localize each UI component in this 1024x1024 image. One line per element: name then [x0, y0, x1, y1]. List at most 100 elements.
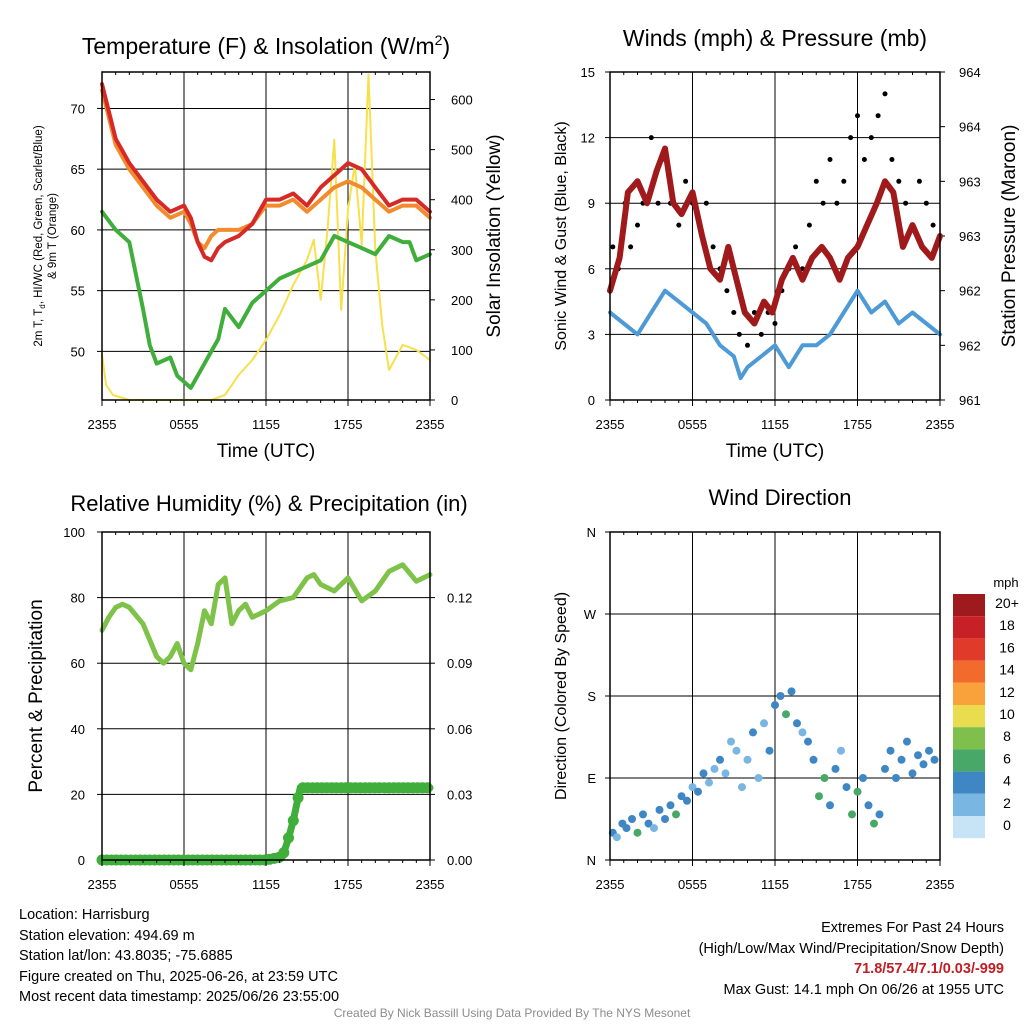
y-right-tick-label: 963 [959, 174, 981, 189]
legend-swatch [953, 594, 985, 617]
gust-point [745, 342, 750, 348]
chart-title: Winds (mph) & Pressure (mb) [623, 25, 927, 51]
extremes-box: Extremes For Past 24 Hours (High/Low/Max… [699, 918, 1004, 1000]
gust-point [648, 135, 654, 141]
gust-point [861, 157, 867, 162]
gust-point [875, 113, 881, 119]
y-right-tick-label: 0.12 [447, 591, 472, 606]
y-tick-label: 65 [71, 162, 85, 177]
y-tick-label: 3 [588, 327, 595, 342]
precip-point [292, 792, 304, 804]
gust-point [889, 157, 895, 162]
wind-direction-point [870, 819, 878, 828]
legend-swatch [953, 727, 985, 750]
x-tick-label: 2355 [88, 417, 117, 432]
y-tick-label: W [584, 607, 597, 622]
legend-swatch [953, 638, 985, 661]
gust-point [848, 135, 854, 141]
y-tick-label: 40 [71, 722, 85, 737]
station-info: Location: Harrisburg Station elevation: … [19, 905, 339, 1008]
wind-direction-point [886, 746, 895, 755]
x-tick-label: 1155 [252, 417, 280, 432]
y-right-tick-label: 0 [451, 393, 458, 408]
y-tick-label: 6 [588, 262, 595, 277]
x-tick-label: 1755 [334, 877, 363, 892]
wind-direction-point [919, 760, 928, 769]
wind-direction-point [661, 815, 669, 823]
y-tick-label: 0 [78, 853, 85, 868]
wind-direction-point [655, 805, 664, 814]
gust-point [724, 288, 730, 294]
gust-point [758, 331, 764, 337]
legend-swatch [953, 682, 985, 705]
chart-title: Temperature (F) & Insolation (W/m2) [82, 32, 450, 59]
x-axis-label: Time (UTC) [217, 441, 316, 462]
chart-title: Relative Humidity (%) & Precipitation (i… [70, 491, 467, 516]
wind-direction-point [633, 828, 642, 837]
y-right-tick-label: 963 [959, 229, 981, 244]
precip-point [421, 782, 433, 794]
y-tick-label: 9 [588, 196, 595, 211]
legend-label: 20+ [995, 595, 1019, 611]
max-gust: Max Gust: 14.1 mph On 06/26 at 1955 UTC [723, 981, 1004, 998]
x-tick-label: 2355 [416, 877, 445, 892]
y-right-tick-label: 100 [451, 343, 473, 358]
wind-direction-point [859, 774, 867, 782]
gust-point [736, 331, 742, 337]
x-tick-label: 2355 [596, 877, 625, 892]
extremes-title: Extremes For Past 24 Hours [821, 920, 1004, 936]
gust-point [868, 135, 874, 141]
wind-direction-point [853, 787, 862, 796]
wind-direction-point [815, 792, 823, 801]
x-axis-label: Time (UTC) [726, 441, 825, 462]
y-right-tick-label: 962 [959, 338, 981, 353]
y-tick-label: 60 [71, 656, 85, 671]
wind-direction-point [644, 819, 653, 828]
y-axis-label-line2: & 9m T (Orange) [47, 193, 59, 279]
gust-point [806, 222, 812, 228]
wind-direction-point [754, 774, 763, 782]
gust-point [676, 222, 682, 228]
wind-direction-point [787, 687, 796, 696]
wind-direction-point [908, 769, 917, 778]
legend-label: 18 [999, 617, 1015, 633]
gust-point [820, 200, 826, 206]
y-right-tick-label: 400 [451, 193, 473, 208]
wind-direction-point [628, 815, 636, 823]
y-tick-label: 15 [581, 65, 595, 80]
station-location: Location: Harrisburg [19, 907, 150, 923]
x-tick-label: 1155 [761, 877, 789, 892]
wind-direction-point [826, 801, 834, 810]
precip-point [283, 832, 294, 844]
legend-swatch [953, 771, 985, 794]
wind-direction-point [612, 833, 621, 842]
gust-point [813, 178, 819, 184]
series-line-sonic-wind [608, 288, 942, 381]
wind-direction-point [914, 751, 922, 760]
wind-direction-point [897, 755, 906, 764]
x-tick-label: 2355 [88, 877, 117, 892]
gust-point [731, 310, 737, 315]
wind-direction-point [760, 719, 768, 728]
x-tick-label: 2355 [926, 877, 955, 892]
gust-point [930, 222, 936, 228]
gust-point [882, 91, 888, 97]
y-right-tick-label: 0.03 [447, 787, 472, 802]
series-line-t-d [100, 209, 432, 390]
wind-direction-point [930, 755, 939, 764]
legend-title: mph [993, 575, 1018, 590]
legend-label: 4 [1003, 773, 1011, 789]
y-tick-label: 80 [71, 591, 85, 606]
wind-direction-point [716, 755, 724, 764]
y-right-tick-label: 0.00 [447, 853, 472, 868]
legend-label: 14 [999, 662, 1015, 678]
wind-direction-point [765, 746, 774, 755]
wind-direction-point [688, 783, 697, 792]
wind-direction-point [881, 764, 889, 773]
legend-label: 10 [999, 706, 1015, 722]
x-tick-label: 1755 [843, 877, 872, 892]
wind-direction-point [820, 774, 829, 782]
speed-legend: mph 20+ 18 16 14 12 10 8 6 4 2 0 [953, 575, 1019, 839]
wind-direction-point [771, 701, 779, 710]
